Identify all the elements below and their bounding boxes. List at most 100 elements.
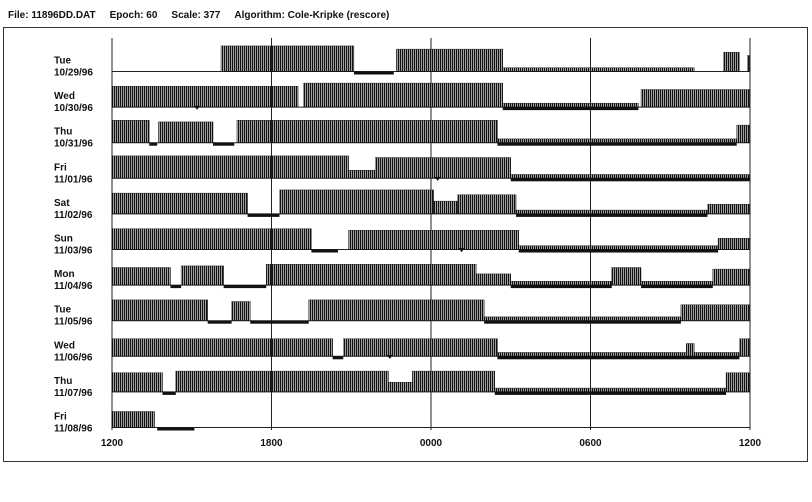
date-label: 10/29/96 [54, 68, 93, 79]
event-marker [458, 248, 465, 253]
activity-block [111, 155, 349, 179]
sleep-bar [170, 285, 182, 289]
activity-block [693, 352, 740, 357]
sleep-bar [484, 320, 681, 324]
activity-block [111, 120, 150, 143]
day-label: Tue [54, 305, 71, 316]
day-label: Fri [54, 162, 67, 173]
activity-block [518, 245, 719, 250]
sleep-bar [641, 285, 713, 289]
activity-block [396, 48, 503, 72]
activity-block [343, 338, 498, 357]
date-label: 11/04/96 [54, 281, 93, 292]
day-label: Thu [54, 376, 72, 387]
sleep-bar [157, 427, 195, 431]
activity-block [111, 299, 208, 321]
activity-block [611, 267, 642, 286]
header-item: Scale: 377 [171, 10, 220, 21]
activity-block [494, 387, 727, 393]
event-marker [194, 105, 201, 110]
x-axis: 1200 1800 0000 0600 1200 [101, 438, 762, 449]
activity-block [736, 124, 751, 143]
sleep-bar [207, 320, 232, 324]
activity-block [475, 273, 511, 286]
date-label: 11/03/96 [54, 246, 93, 257]
activity-block [739, 338, 751, 357]
activity-block [640, 281, 713, 286]
activity-block [111, 192, 248, 215]
sleep-bar [510, 285, 612, 289]
activity-block [348, 170, 376, 179]
day-label: Sat [54, 198, 70, 209]
date-label: 11/07/96 [54, 388, 93, 399]
header-item: Algorithm: Cole-Kripke (rescore) [234, 10, 389, 21]
activity-block [640, 89, 751, 108]
day-label: Wed [54, 91, 75, 102]
activity-block [433, 200, 458, 215]
activity-block [111, 86, 299, 108]
date-label: 10/31/96 [54, 139, 93, 150]
date-label: 10/30/96 [54, 103, 93, 114]
date-label: 11/01/96 [54, 174, 93, 185]
sleep-bar [518, 249, 719, 253]
activity-block [158, 121, 214, 143]
activity-block [111, 228, 312, 250]
activity-block [686, 343, 695, 357]
activity-block [725, 372, 751, 393]
activity-block [497, 138, 737, 143]
activity-block [111, 372, 163, 393]
activity-block [717, 238, 751, 250]
activity-block [308, 299, 485, 321]
activity-block [483, 316, 682, 321]
sleep-bar [162, 391, 176, 395]
rows: Tue10/29/96Wed10/30/96Thu10/31/96Fri11/0… [54, 45, 751, 435]
activity-block [111, 267, 171, 286]
x-tick-label: 1200 [101, 438, 124, 449]
activity-block [111, 338, 333, 357]
header-item: Epoch: 60 [110, 10, 158, 21]
day-label: Fri [54, 412, 67, 423]
date-label: 11/06/96 [54, 352, 93, 363]
activity-block [412, 370, 495, 393]
activity-block [723, 52, 740, 72]
activity-block [231, 301, 251, 321]
date-label: 11/05/96 [54, 317, 93, 328]
event-marker [386, 354, 393, 359]
activity-block [374, 157, 511, 179]
sleep-bar [497, 356, 740, 360]
x-tick-label: 0600 [579, 438, 602, 449]
sleep-bar [516, 213, 708, 217]
day-label: Thu [54, 127, 72, 138]
plot-frame [3, 27, 808, 462]
activity-block [510, 281, 612, 286]
day-label: Mon [54, 269, 75, 280]
sleep-bar [149, 142, 158, 146]
activity-block [502, 67, 695, 72]
activity-block [680, 304, 751, 321]
date-label: 11/08/96 [54, 424, 93, 435]
activity-block [180, 265, 224, 286]
sleep-bar [502, 107, 639, 111]
activity-block [497, 352, 687, 357]
activity-block [279, 189, 434, 215]
activity-block [747, 55, 751, 72]
sleep-bar [494, 391, 727, 395]
activity-block [510, 174, 751, 179]
activity-block [348, 230, 519, 250]
activity-block [265, 264, 477, 286]
header-item: File: 11896DD.DAT [8, 10, 96, 21]
x-tick-label: 1200 [739, 438, 762, 449]
sleep-bar [223, 285, 267, 289]
date-label: 11/02/96 [54, 210, 93, 221]
